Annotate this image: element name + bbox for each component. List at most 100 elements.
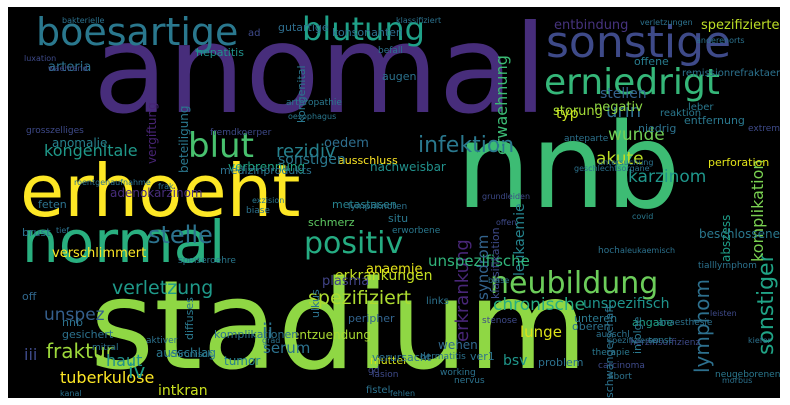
cloud-word: adenokarzinom: [110, 186, 203, 200]
cloud-word: mutter: [370, 354, 408, 367]
cloud-word: boesartige: [36, 10, 239, 54]
cloud-word: neubildung: [490, 266, 659, 301]
cloud-word: spezifizierte: [701, 18, 780, 33]
cloud-word: fehlen: [390, 389, 416, 398]
cloud-word: waehrend: [48, 64, 88, 73]
cloud-word: nervus: [454, 376, 485, 386]
cloud-word: intkran: [158, 383, 208, 398]
cloud-word: plasma: [322, 274, 370, 289]
cloud-word: oedem: [324, 136, 369, 151]
cloud-word: blut: [188, 126, 254, 166]
cloud-word: urin: [606, 101, 642, 122]
cloud-word: iii: [24, 345, 38, 364]
cloud-word: anomal: [93, 7, 548, 141]
cloud-word: grad: [262, 336, 281, 345]
cloud-word: lunge: [520, 323, 562, 341]
cloud-word: tief: [56, 226, 70, 235]
cloud-word: untersuchung: [598, 158, 654, 167]
cloud-word: wehen: [438, 338, 478, 352]
cloud-word: positiv: [304, 226, 404, 261]
cloud-word: tuberkulose: [60, 368, 155, 387]
cloud-word: unspez: [44, 305, 105, 325]
word-cloud: stadium anomal nnb erhoeht normal boesartige s…: [8, 7, 780, 398]
cloud-word: roentgenaufnahme: [74, 178, 151, 187]
cloud-word: schwangerschaft: [603, 304, 616, 398]
cloud-word: luxation: [24, 54, 57, 63]
cloud-word: gutartige: [278, 21, 329, 34]
cloud-word: komplikationen: [214, 328, 299, 341]
cloud-word: morbus: [722, 376, 753, 385]
cloud-word: entzuendung: [292, 328, 372, 342]
cloud-word: situ: [388, 212, 409, 225]
cloud-word: schmerz: [308, 216, 355, 229]
cloud-word: herzinsuffizienz: [630, 338, 701, 348]
cloud-word: erwaehnung: [492, 55, 511, 155]
cloud-word: feten: [38, 198, 67, 211]
cloud-word: oberen: [572, 320, 611, 333]
cloud-word: off: [22, 290, 37, 303]
cloud-word: exzision: [252, 196, 285, 205]
cloud-word: wunde: [608, 125, 665, 145]
cloud-word: perforation: [708, 156, 770, 169]
cloud-word: unspezifisch: [583, 296, 670, 312]
cloud-word: erworbene: [392, 226, 441, 236]
cloud-word: peripher: [348, 312, 395, 325]
cloud-word: bsv: [503, 353, 528, 369]
cloud-word: augen: [382, 70, 417, 83]
cloud-word: medizinprodukts: [220, 164, 312, 177]
cloud-word: hepatitis: [196, 46, 244, 59]
cloud-word: serum: [263, 339, 311, 357]
cloud-word: blase: [488, 276, 510, 285]
cloud-word: links: [426, 296, 449, 307]
cloud-word: ii: [262, 319, 274, 343]
cloud-word: fraktur: [46, 339, 114, 363]
cloud-word: befall: [378, 46, 403, 56]
cloud-word: anaesthesie: [658, 318, 713, 328]
cloud-word: unspezifische: [428, 252, 530, 270]
cloud-word: working: [440, 368, 476, 378]
cloud-word: stenose: [482, 316, 518, 326]
cloud-word: offene: [634, 55, 669, 68]
cloud-word: verletzung: [112, 277, 214, 299]
cloud-word: fremdkoerper: [210, 128, 272, 138]
cloud-word: aktiver: [146, 336, 178, 346]
cloud-word: neugeborenen: [715, 370, 780, 380]
cloud-word: anomalie: [52, 136, 108, 150]
cloud-word: anteparte: [564, 134, 609, 144]
cloud-word: verletzungen: [640, 18, 693, 27]
cloud-word: sonstige: [546, 17, 732, 68]
cloud-word: sonstigen: [278, 152, 346, 168]
cloud-word: kiefer: [748, 336, 771, 345]
cloud-word: fistel: [366, 385, 391, 396]
cloud-word: remissionrefraktaer: [682, 68, 780, 79]
cloud-word: frak: [158, 182, 174, 191]
cloud-word: extrem: [748, 124, 780, 134]
cloud-word: entbindung: [554, 18, 629, 33]
cloud-word: sonst: [648, 336, 673, 346]
cloud-word: niedrig: [638, 122, 677, 135]
cloud-word: iv: [128, 359, 146, 383]
cloud-word: leber: [688, 102, 714, 113]
cloud-word: ver1: [470, 350, 495, 363]
cloud-word: klassifiziert: [396, 16, 442, 25]
cloud-word: arteria: [48, 60, 92, 75]
cloud-word: ausschl: [596, 330, 630, 340]
cloud-word: verursacht: [372, 351, 432, 364]
cloud-word: diffuses: [183, 297, 196, 340]
cloud-word: klassifikation: [489, 227, 502, 299]
cloud-word: abort: [608, 372, 632, 382]
cloud-word: infektion: [418, 133, 515, 158]
cloud-word: aleukaemisch: [620, 246, 676, 255]
cloud-word: anaemie: [366, 262, 423, 277]
cloud-word: haut: [106, 351, 143, 370]
cloud-word: tialllymphom: [698, 261, 757, 271]
cloud-word: speiseroehre: [178, 256, 236, 266]
cloud-word: grundleiden: [482, 192, 531, 201]
cloud-word: dermatitis: [420, 352, 466, 362]
cloud-word: kongenitale: [44, 141, 138, 160]
cloud-word: ausschlag: [156, 346, 216, 360]
cloud-word: komplikation: [748, 159, 767, 262]
cloud-word: erhoeht: [20, 149, 301, 233]
cloud-word: chronische: [493, 295, 586, 315]
cloud-word: grosszelliges: [26, 126, 84, 136]
